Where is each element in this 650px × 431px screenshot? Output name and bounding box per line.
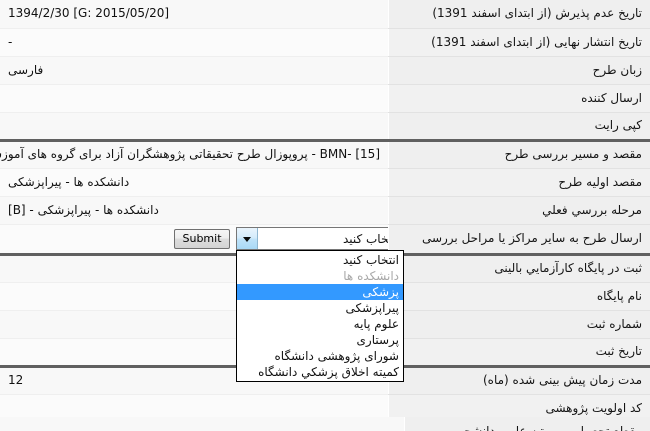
row-label-final-publish-date: تاریخ انتشار نهایی (از ابتدای اسفند 1391…	[388, 28, 650, 57]
row-label-clinical-trial-registry: ثبت در پایگاه کارآزمایي بالینی	[388, 254, 650, 283]
row-value-review-destination-path: BMN- [15] - پروپوزال طرح تحقیقاتی پژوهشگ…	[0, 140, 389, 169]
row-label-estimated-duration: مدت زمان پیش بینی شده (ماه)	[388, 366, 650, 395]
dropdown-option-faculties-group: دانشکده ها	[343, 269, 399, 283]
dropdown-option-nursing[interactable]: پرستاری	[356, 333, 399, 347]
row-label-initial-destination: مقصد اولیه طرح	[388, 168, 650, 197]
row-label-registry-number: شماره ثبت	[388, 310, 650, 339]
table-row-clipped: مقطع تحصیلی و مرتبه علمی دانشجو	[0, 417, 650, 431]
send-to-center-controls: Submit انتخاب کنید	[0, 225, 389, 252]
row-label-registry-date: تاریخ ثبت	[388, 338, 650, 368]
table-row: مقصد و مسیر بررسی طرح BMN- [15] - پروپوز…	[0, 140, 650, 169]
submit-button[interactable]: Submit	[174, 228, 230, 249]
row-label-submitter: ارسال کننده	[388, 84, 650, 113]
table-row: تاریخ عدم پذیرش (از ابتدای اسفند 1391) […	[0, 0, 650, 29]
row-value-final-publish-date: -	[0, 28, 389, 57]
row-value-student-degree	[0, 417, 405, 431]
dropdown-option-paramedicine[interactable]: پیراپزشکی	[345, 301, 399, 315]
destination-select[interactable]: انتخاب کنید	[236, 226, 389, 250]
row-value-send-to-other-centers: Submit انتخاب کنید	[0, 224, 389, 256]
row-value-rejection-date: [G: 2015/05/20] 1394/2/30	[0, 0, 389, 29]
clipped-row-inner: مقطع تحصیلی و مرتبه علمی دانشجو	[0, 417, 650, 431]
table-row: تاریخ انتشار نهایی (از ابتدای اسفند 1391…	[0, 28, 650, 57]
row-label-project-language: زبان طرح	[388, 56, 650, 85]
table-row-send-to-other-centers: ارسال طرح به سایر مراکز یا مراحل بررسی S…	[0, 224, 650, 256]
dropdown-option-select-prompt[interactable]: انتخاب کنید	[342, 253, 399, 267]
table-row: مقصد اولیه طرح دانشکده ها - پیراپزشکی	[0, 168, 650, 197]
row-label-send-to-other-centers: ارسال طرح به سایر مراکز یا مراحل بررسی	[388, 224, 650, 256]
table-row: مدت زمان پیش بینی شده (ماه) 12	[0, 366, 650, 395]
destination-select-value: انتخاب کنید	[342, 231, 389, 246]
dropdown-option-ethics-committee[interactable]: کمیته اخلاق پزشکي دانشگاه	[258, 365, 399, 379]
row-label-review-destination-path: مقصد و مسیر بررسی طرح	[388, 140, 650, 169]
row-label-current-review-stage: مرحله بررسي فعلي	[388, 196, 650, 225]
dropdown-option-basic-sciences[interactable]: علوم پایه	[353, 317, 399, 331]
destination-dropdown-list[interactable]: انتخاب کنید دانشکده ها پزشکی پیراپزشکی ع…	[236, 250, 404, 382]
row-value-current-review-stage: دانشکده ها - پیراپزشکی - [B]	[0, 196, 389, 225]
row-label-rejection-date: تاریخ عدم پذیرش (از ابتدای اسفند 1391)	[388, 0, 650, 29]
row-label-student-degree: مقطع تحصیلی و مرتبه علمی دانشجو	[405, 417, 650, 431]
table-row: کپی رایت	[0, 112, 650, 142]
table-row: ارسال کننده	[0, 84, 650, 113]
row-label-copyright: کپی رایت	[388, 112, 650, 142]
row-value-submitter	[0, 84, 389, 113]
row-value-initial-destination: دانشکده ها - پیراپزشکی	[0, 168, 389, 197]
dropdown-option-research-council[interactable]: شورای پژوهشی دانشگاه	[274, 349, 400, 363]
table-row: زبان طرح فارسی	[0, 56, 650, 85]
dropdown-option-medicine[interactable]: پزشکی	[237, 284, 403, 300]
row-value-project-language: فارسی	[0, 56, 389, 85]
row-label-registry-name: نام پایگاه	[388, 282, 650, 311]
chevron-down-icon[interactable]	[237, 227, 258, 249]
row-value-copyright	[0, 112, 389, 142]
table-row: مرحله بررسي فعلي دانشکده ها - پیراپزشکی …	[0, 196, 650, 225]
